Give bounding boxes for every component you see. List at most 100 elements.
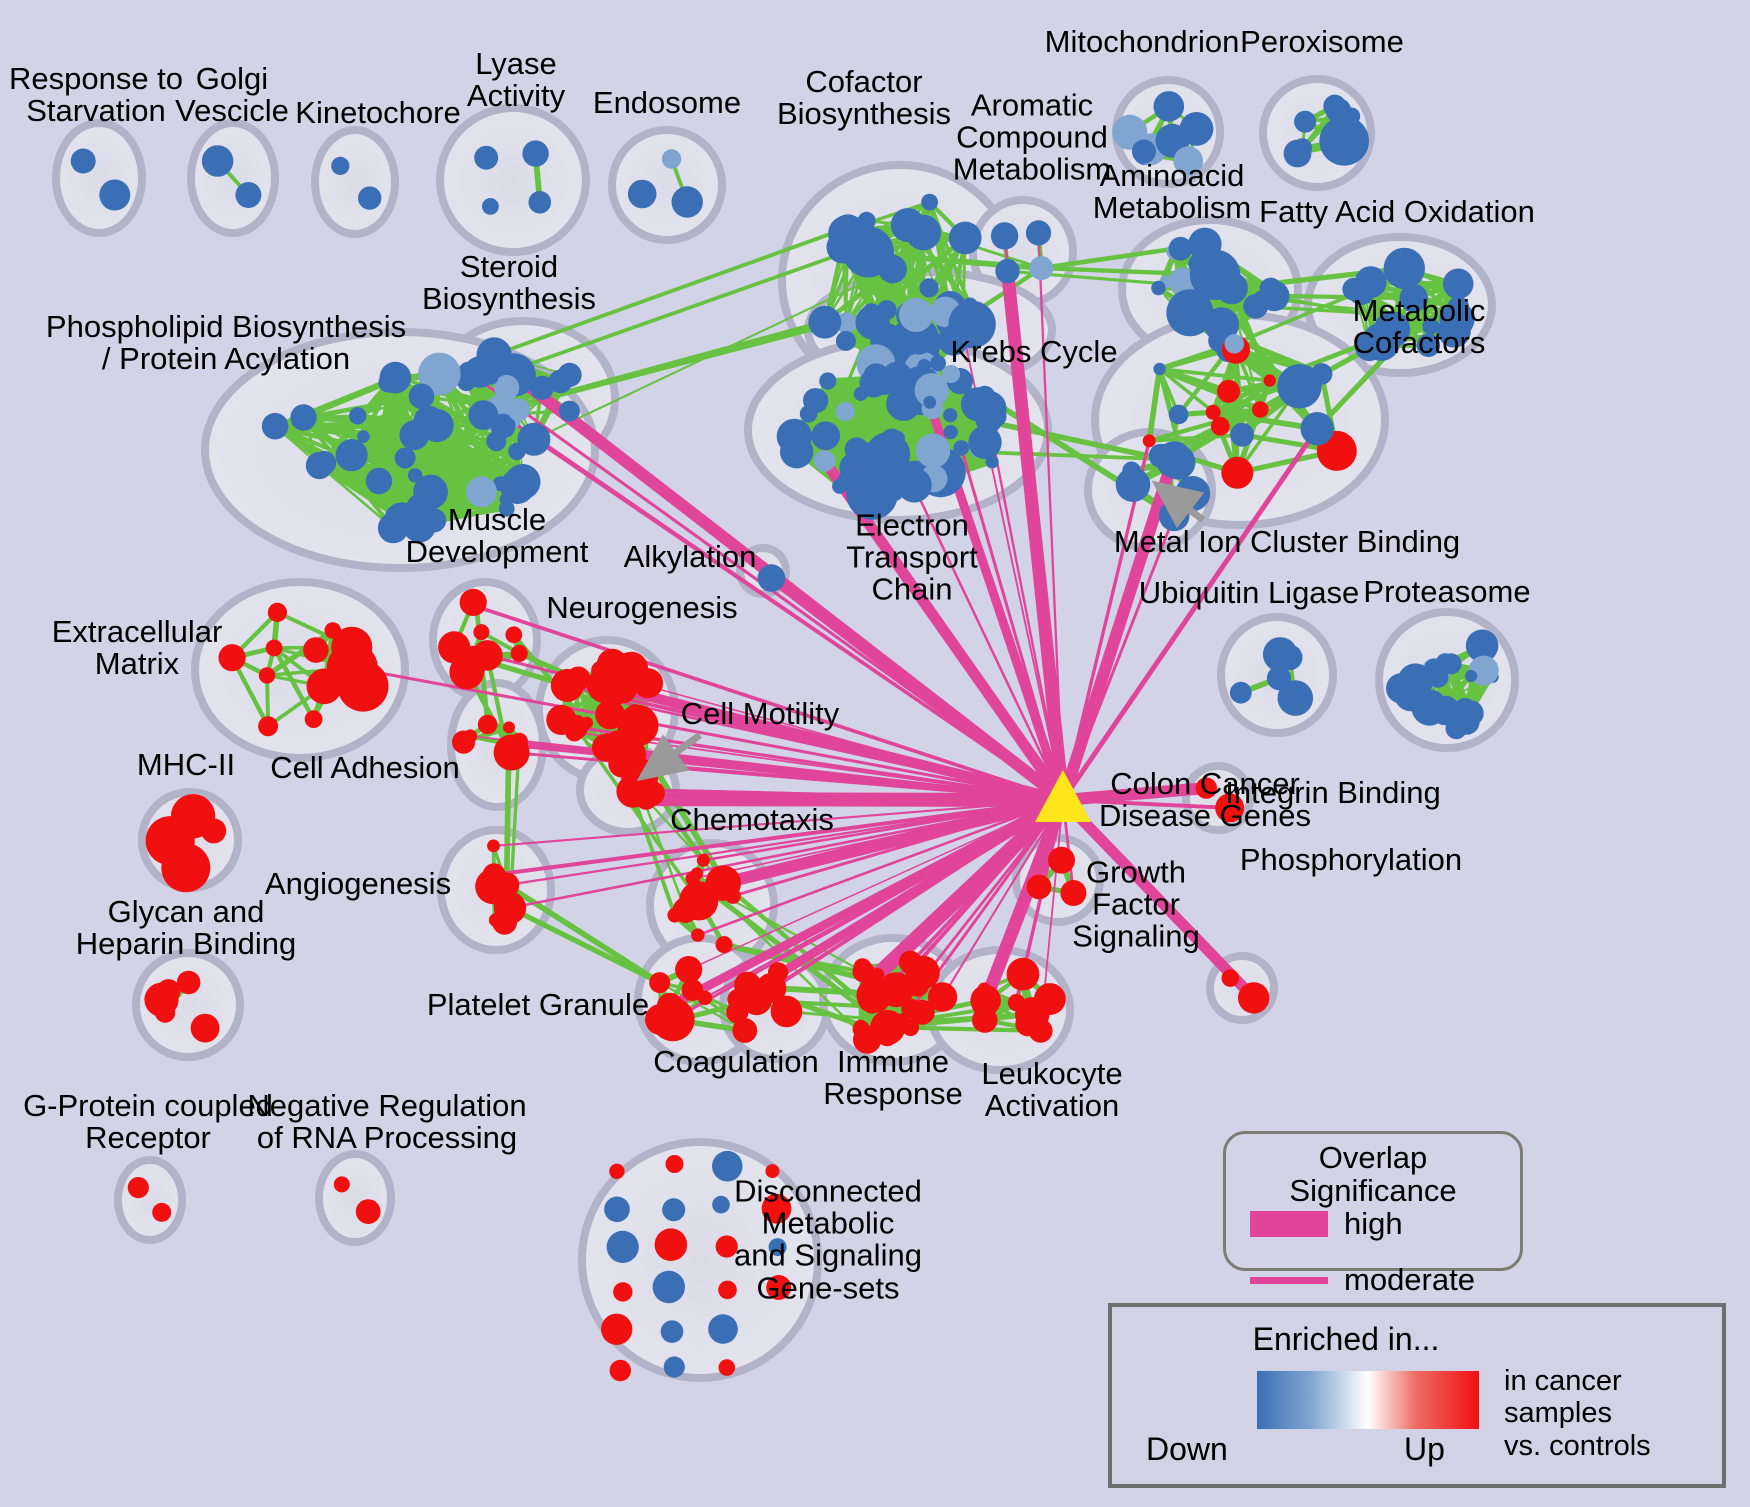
gene-set-node[interactable] bbox=[971, 989, 998, 1017]
gene-set-node[interactable] bbox=[1221, 969, 1240, 987]
gene-set-node[interactable] bbox=[661, 149, 682, 169]
gene-set-node[interactable] bbox=[558, 400, 580, 422]
gene-set-node[interactable] bbox=[482, 198, 499, 215]
gene-set-node[interactable] bbox=[1229, 681, 1252, 704]
gene-set-node[interactable] bbox=[852, 960, 875, 983]
gene-set-node[interactable] bbox=[917, 359, 931, 373]
gene-set-node[interactable] bbox=[500, 469, 535, 504]
gene-set-node[interactable] bbox=[625, 704, 646, 725]
gene-set-node[interactable] bbox=[1411, 689, 1448, 726]
gene-set-node[interactable] bbox=[505, 626, 523, 644]
gene-set-node[interactable] bbox=[620, 720, 640, 741]
gene-set-node[interactable] bbox=[1153, 91, 1185, 122]
gene-set-node[interactable] bbox=[304, 710, 323, 729]
gene-set-node[interactable] bbox=[349, 407, 367, 425]
gene-set-node[interactable] bbox=[1221, 456, 1254, 489]
gene-set-node[interactable] bbox=[1310, 363, 1333, 385]
gene-set-node[interactable] bbox=[407, 468, 423, 483]
gene-set-node[interactable] bbox=[601, 1313, 633, 1346]
gene-set-node[interactable] bbox=[654, 1228, 688, 1261]
gene-set-node[interactable] bbox=[1238, 982, 1270, 1014]
gene-set-node[interactable] bbox=[927, 982, 958, 1012]
gene-set-node[interactable] bbox=[835, 330, 856, 351]
cluster-bubble-g-protein-coupled-receptor[interactable] bbox=[114, 1156, 186, 1244]
gene-set-node[interactable] bbox=[580, 716, 594, 730]
gene-set-node[interactable] bbox=[627, 179, 657, 209]
gene-set-node[interactable] bbox=[803, 388, 829, 413]
gene-set-node[interactable] bbox=[517, 422, 551, 456]
gene-set-node[interactable] bbox=[1115, 467, 1151, 503]
gene-set-node[interactable] bbox=[905, 214, 942, 251]
gene-set-node[interactable] bbox=[1025, 220, 1052, 246]
gene-set-node[interactable] bbox=[261, 412, 289, 440]
gene-set-node[interactable] bbox=[712, 1150, 743, 1182]
gene-set-node[interactable] bbox=[1276, 644, 1303, 671]
gene-set-node[interactable] bbox=[494, 374, 520, 401]
gene-set-node[interactable] bbox=[468, 400, 499, 430]
gene-set-node[interactable] bbox=[1465, 669, 1478, 683]
gene-set-node[interactable] bbox=[550, 668, 584, 702]
gene-set-node[interactable] bbox=[614, 651, 649, 686]
gene-set-node[interactable] bbox=[312, 450, 337, 475]
gene-set-node[interactable] bbox=[586, 667, 622, 703]
gene-set-node[interactable] bbox=[942, 365, 961, 383]
gene-set-node[interactable] bbox=[265, 639, 283, 657]
gene-set-node[interactable] bbox=[609, 1359, 631, 1382]
gene-set-node[interactable] bbox=[765, 1164, 780, 1179]
gene-set-node[interactable] bbox=[708, 1314, 738, 1344]
gene-set-node[interactable] bbox=[1153, 362, 1166, 376]
gene-set-node[interactable] bbox=[609, 1163, 625, 1180]
gene-set-node[interactable] bbox=[267, 602, 287, 623]
gene-set-node[interactable] bbox=[337, 660, 389, 712]
gene-set-node[interactable] bbox=[859, 368, 889, 398]
gene-set-node[interactable] bbox=[675, 956, 703, 984]
gene-set-node[interactable] bbox=[1015, 1011, 1041, 1037]
gene-set-node[interactable] bbox=[1029, 256, 1054, 281]
gene-set-node[interactable] bbox=[1439, 301, 1475, 337]
gene-set-node[interactable] bbox=[902, 957, 923, 977]
gene-set-node[interactable] bbox=[1230, 422, 1254, 447]
gene-set-node[interactable] bbox=[1224, 334, 1245, 354]
gene-set-node[interactable] bbox=[546, 704, 577, 736]
gene-set-node[interactable] bbox=[529, 375, 555, 400]
gene-set-node[interactable] bbox=[235, 182, 262, 208]
gene-set-node[interactable] bbox=[1168, 236, 1193, 261]
gene-set-node[interactable] bbox=[1294, 110, 1317, 133]
gene-set-node[interactable] bbox=[819, 372, 837, 390]
gene-set-node[interactable] bbox=[331, 626, 373, 668]
gene-set-node[interactable] bbox=[405, 516, 421, 532]
gene-set-node[interactable] bbox=[990, 222, 1019, 250]
gene-set-node[interactable] bbox=[855, 305, 890, 340]
gene-set-node[interactable] bbox=[1217, 379, 1241, 403]
gene-set-node[interactable] bbox=[968, 425, 1002, 459]
gene-set-node[interactable] bbox=[660, 1320, 684, 1343]
gene-set-node[interactable] bbox=[914, 373, 949, 408]
gene-set-node[interactable] bbox=[896, 467, 932, 503]
gene-set-node[interactable] bbox=[335, 439, 368, 472]
gene-set-node[interactable] bbox=[379, 361, 412, 394]
gene-set-node[interactable] bbox=[1330, 139, 1345, 155]
gene-set-node[interactable] bbox=[665, 1155, 684, 1173]
gene-set-node[interactable] bbox=[909, 999, 935, 1025]
gene-set-node[interactable] bbox=[768, 962, 789, 983]
gene-set-node[interactable] bbox=[718, 1280, 737, 1300]
gene-set-node[interactable] bbox=[1155, 441, 1193, 478]
cluster-bubble-negative-regulation-of-rna-processing[interactable] bbox=[315, 1150, 395, 1246]
gene-set-node[interactable] bbox=[811, 421, 841, 451]
gene-set-node[interactable] bbox=[1205, 404, 1221, 420]
gene-set-node[interactable] bbox=[1399, 283, 1428, 313]
gene-set-node[interactable] bbox=[508, 442, 526, 461]
gene-set-node[interactable] bbox=[776, 418, 813, 455]
gene-set-node[interactable] bbox=[457, 372, 476, 392]
gene-set-node[interactable] bbox=[491, 890, 506, 906]
gene-set-node[interactable] bbox=[613, 1282, 633, 1302]
gene-set-node[interactable] bbox=[474, 145, 499, 170]
gene-set-node[interactable] bbox=[1222, 272, 1246, 296]
cluster-bubble-response-to-starvation[interactable] bbox=[52, 119, 146, 237]
gene-set-node[interactable] bbox=[921, 193, 938, 211]
gene-set-node[interactable] bbox=[1026, 874, 1052, 900]
gene-set-node[interactable] bbox=[490, 413, 516, 439]
gene-set-node[interactable] bbox=[1195, 777, 1218, 799]
gene-set-node[interactable] bbox=[510, 644, 528, 663]
gene-set-node[interactable] bbox=[493, 734, 530, 771]
